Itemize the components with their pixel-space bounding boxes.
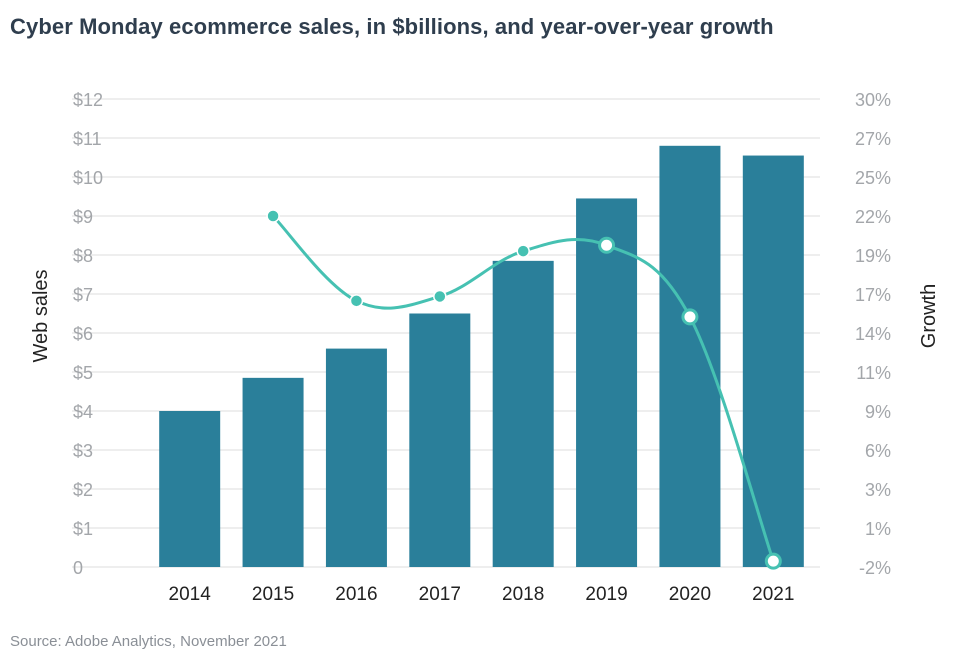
x-tick-label: 2014: [169, 584, 212, 605]
right-tick-label: 17%: [855, 285, 891, 305]
left-tick-label: $4: [73, 402, 93, 422]
left-tick-label: $9: [73, 207, 93, 227]
right-tick-label: 3%: [865, 480, 891, 500]
left-tick-label: $6: [73, 324, 93, 344]
x-tick-label: 2019: [585, 584, 627, 605]
right-tick-label: -2%: [859, 558, 891, 578]
growth-point-2020: [681, 308, 699, 326]
right-tick-label: 14%: [855, 324, 891, 344]
x-axis-ticks: 2014 2015 2016 2017 2018 2019 2020 2021: [169, 584, 795, 605]
x-tick-label: 2015: [252, 584, 294, 605]
left-tick-label: $7: [73, 285, 93, 305]
left-tick-label: $8: [73, 246, 93, 266]
chart-title: Cyber Monday ecommerce sales, in $billio…: [10, 14, 774, 39]
right-tick-label: 1%: [865, 519, 891, 539]
x-tick-label: 2016: [335, 584, 377, 605]
left-tick-label: $2: [73, 480, 93, 500]
growth-points: [266, 209, 782, 570]
right-tick-label: 11%: [856, 363, 891, 383]
left-tick-label: $3: [73, 441, 93, 461]
bar-2021: [742, 155, 804, 568]
left-tick-label: $5: [73, 363, 93, 383]
bar-2015: [242, 377, 304, 567]
right-tick-label: 30%: [855, 90, 891, 110]
right-axis-ticks: -2% 1% 3% 6% 9% 11% 14% 17% 19% 22% 25% 27% 30%: [855, 90, 891, 578]
growth-point-2016: [349, 294, 364, 308]
bar-2019: [576, 198, 638, 567]
x-tick-label: 2018: [502, 584, 544, 605]
growth-point-2021: [764, 552, 782, 570]
right-tick-label: 19%: [855, 246, 891, 266]
right-tick-label: 25%: [855, 168, 891, 188]
right-tick-label: 22%: [855, 207, 891, 227]
left-tick-label: $11: [73, 129, 102, 149]
x-tick-label: 2020: [669, 584, 711, 605]
bar-2014: [159, 411, 221, 567]
left-tick-label: $1: [73, 519, 93, 539]
left-axis-title: Web sales: [30, 269, 52, 362]
left-tick-label: $12: [73, 90, 103, 110]
x-tick-label: 2021: [752, 584, 794, 605]
growth-point-2018: [516, 244, 530, 258]
bar-2018: [492, 260, 554, 567]
left-axis-ticks: 0 $1 $2 $3 $4 $5 $6 $7 $8 $9 $10 $11 $12: [73, 90, 103, 578]
left-tick-label: $10: [73, 168, 103, 188]
growth-point-2015: [266, 209, 280, 223]
right-axis-title: Growth: [918, 284, 940, 348]
left-tick-label: 0: [73, 558, 83, 578]
x-tick-label: 2017: [419, 584, 461, 605]
right-tick-label: 9%: [865, 402, 891, 422]
source-note: Source: Adobe Analytics, November 2021: [10, 633, 287, 650]
growth-point-2019: [598, 236, 616, 254]
bar-2020: [659, 145, 721, 568]
right-tick-label: 6%: [865, 441, 891, 461]
bar-2016: [325, 348, 387, 567]
right-tick-label: 27%: [855, 129, 891, 149]
growth-point-2017: [433, 289, 447, 304]
bar-2017: [409, 313, 471, 567]
